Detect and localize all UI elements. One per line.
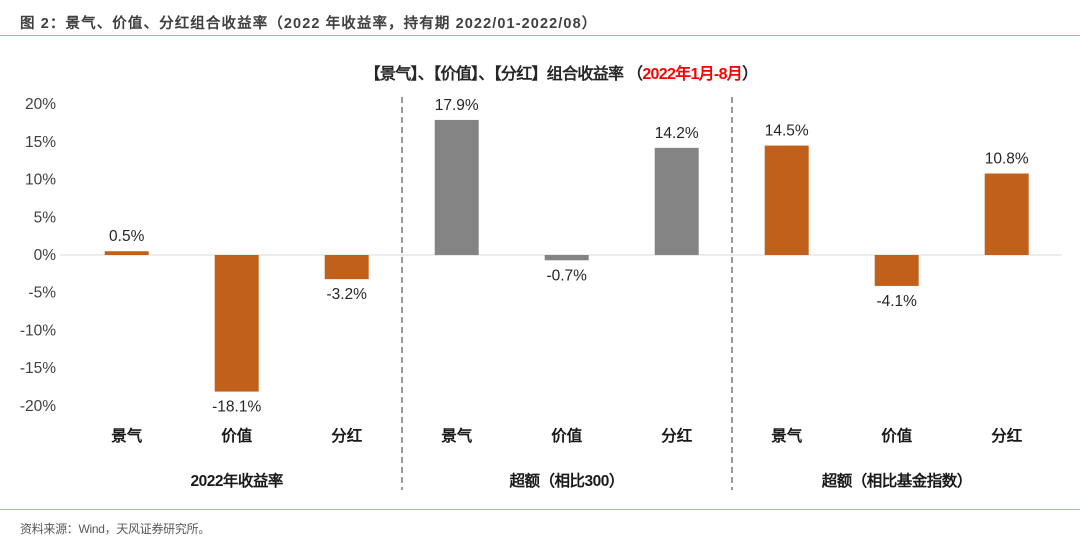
- svg-text:-10%: -10%: [20, 322, 56, 339]
- svg-text:15%: 15%: [25, 134, 56, 151]
- svg-text:价值: 价值: [221, 426, 253, 445]
- svg-text:14.2%: 14.2%: [655, 125, 699, 142]
- svg-text:-20%: -20%: [20, 398, 56, 415]
- svg-text:景气: 景气: [441, 426, 473, 445]
- svg-text:14.5%: 14.5%: [765, 123, 809, 140]
- svg-text:-4.1%: -4.1%: [876, 293, 917, 310]
- svg-text:分红: 分红: [661, 426, 693, 445]
- svg-text:超额（相比基金指数）: 超额（相比基金指数）: [821, 471, 972, 490]
- svg-text:景气: 景气: [771, 426, 803, 445]
- svg-text:0.5%: 0.5%: [109, 228, 145, 245]
- svg-text:20%: 20%: [25, 96, 56, 113]
- svg-text:2022年收益率: 2022年收益率: [190, 471, 283, 490]
- svg-text:景气: 景气: [111, 426, 143, 445]
- svg-text:0%: 0%: [34, 247, 57, 264]
- svg-text:价值: 价值: [881, 426, 913, 445]
- svg-text:-18.1%: -18.1%: [212, 399, 261, 416]
- svg-text:-15%: -15%: [20, 360, 56, 377]
- svg-text:17.9%: 17.9%: [435, 97, 479, 114]
- svg-text:分红: 分红: [991, 426, 1023, 445]
- svg-text:分红: 分红: [331, 426, 363, 445]
- svg-text:-3.2%: -3.2%: [326, 286, 367, 303]
- svg-text:-0.7%: -0.7%: [546, 267, 587, 284]
- svg-text:10%: 10%: [25, 172, 56, 189]
- svg-text:-5%: -5%: [28, 285, 56, 302]
- svg-text:5%: 5%: [34, 209, 57, 226]
- svg-text:价值: 价值: [551, 426, 583, 445]
- svg-text:超额（相比300）: 超额（相比300）: [509, 471, 624, 490]
- svg-text:10.8%: 10.8%: [985, 151, 1029, 168]
